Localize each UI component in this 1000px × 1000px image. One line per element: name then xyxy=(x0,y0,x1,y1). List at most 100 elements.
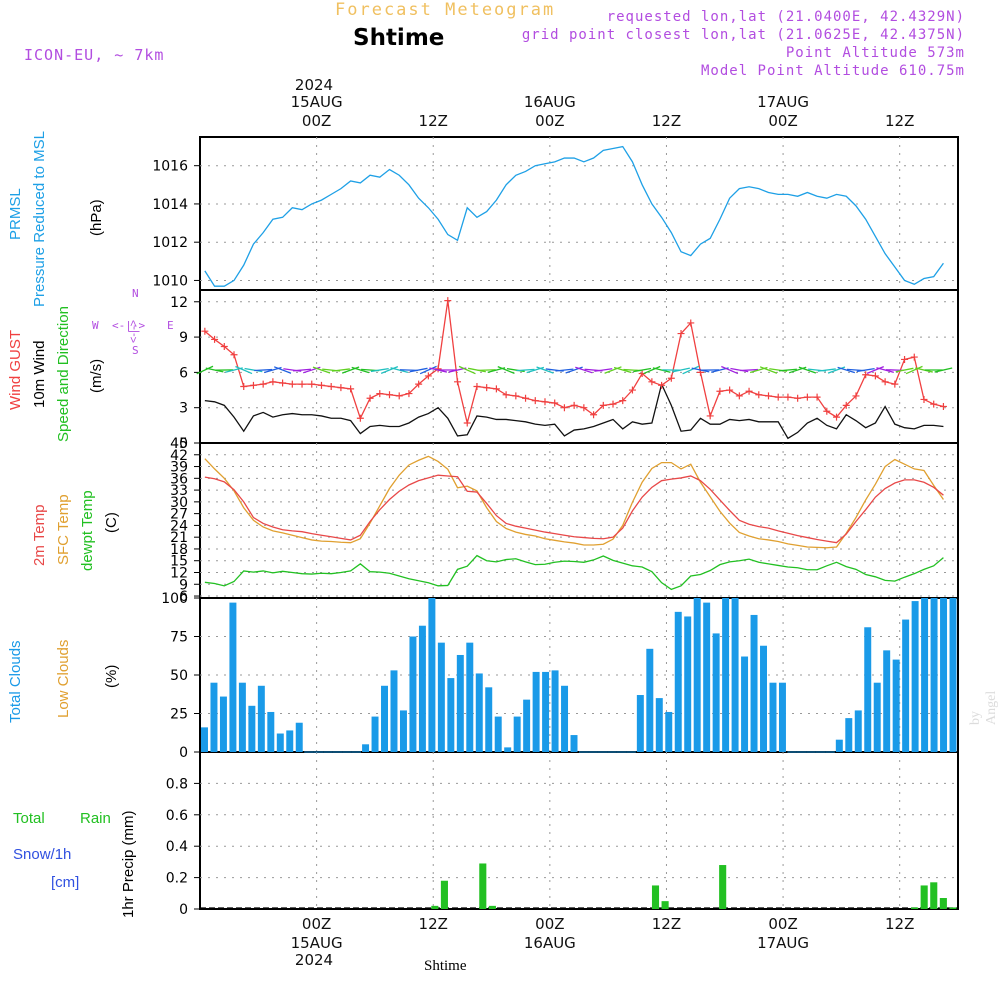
wind-dir-arrow xyxy=(759,366,778,374)
wind-dir-arrow xyxy=(837,366,856,374)
wind-gust-marker xyxy=(395,392,403,400)
ytick-label-temp: 15 xyxy=(170,554,188,570)
wind-gust-marker xyxy=(599,401,607,409)
wind-gust-marker xyxy=(337,384,345,392)
wind-dir-arrow xyxy=(497,366,515,375)
cloud-bar xyxy=(902,619,910,752)
ytick-label-clouds: 0 xyxy=(179,745,188,761)
cloud-bar xyxy=(845,718,853,752)
temp-sfc-line xyxy=(204,455,944,549)
cloud-bar xyxy=(494,716,502,752)
wind-dir-arrow xyxy=(536,366,554,374)
wind-gust-marker xyxy=(726,386,734,394)
cloud-bar xyxy=(636,695,644,752)
wind-dir-arrow xyxy=(934,367,953,373)
wind-gust-marker xyxy=(240,383,248,391)
precip-bar xyxy=(930,882,938,909)
wind-gust-marker xyxy=(522,394,530,402)
wind-gust-marker xyxy=(220,342,228,350)
wind-dir-arrow xyxy=(409,367,428,373)
wind-gust-marker xyxy=(570,401,578,409)
wind-dir-arrow xyxy=(652,367,671,373)
cloud-bar xyxy=(854,710,862,752)
wind-gust-marker xyxy=(794,394,802,402)
ytick-label-temp: 39 xyxy=(170,460,188,476)
cloud-bar xyxy=(731,598,739,752)
top-hour-label: 00Z xyxy=(535,112,565,130)
bottom-station-label: Shtime xyxy=(424,958,467,974)
panel-frame-precip xyxy=(199,751,959,910)
cloud-bar xyxy=(655,698,663,752)
wind-dir-arrow xyxy=(331,368,350,372)
ytick-label-temp: 21 xyxy=(170,530,188,546)
wind-gust-marker xyxy=(512,392,520,400)
top-hour-label: 12Z xyxy=(418,112,448,130)
wind-gust-marker xyxy=(823,407,831,415)
precip-snow-label: Snow/1h xyxy=(13,846,72,863)
cloud-bar xyxy=(750,614,758,752)
precip-bar xyxy=(488,905,496,909)
ytick-label-wind: 9 xyxy=(179,330,188,346)
cloud-bar xyxy=(684,616,692,752)
cloud-bar xyxy=(542,671,550,752)
cloud-bar xyxy=(475,673,483,752)
cloud-bar xyxy=(646,648,654,752)
wind-dir-arrow xyxy=(341,366,360,374)
cloud-bar xyxy=(930,598,938,752)
cloud-bar xyxy=(864,627,872,752)
precip-bar xyxy=(431,905,439,909)
cloud-bar xyxy=(276,733,284,752)
cloud-bar xyxy=(570,735,578,752)
wind-dir-arrow xyxy=(370,367,389,373)
wind-dir-arrow xyxy=(798,366,817,374)
wind-dir-arrow xyxy=(613,366,632,374)
wind-dir-arrow xyxy=(594,368,613,372)
wind-gust-marker xyxy=(249,381,257,389)
cloud-bar xyxy=(390,670,398,752)
wind-dir-arrow xyxy=(915,367,933,373)
wind-gust-marker xyxy=(298,380,306,388)
top-date-label: 16AUG xyxy=(523,93,576,111)
cloud-bar xyxy=(911,601,919,752)
wind-gust-marker xyxy=(677,330,685,338)
wind-gust-marker xyxy=(551,399,559,407)
cloud-bar xyxy=(551,670,559,752)
wind-gust-marker xyxy=(531,397,539,405)
cloud-bar xyxy=(523,699,531,752)
wind-gust-marker xyxy=(920,395,928,403)
ytick-label-pressure: 1010 xyxy=(152,273,188,289)
bottom-date-label: 17AUG xyxy=(757,934,810,952)
bottom-year-label: 2024 xyxy=(294,951,334,969)
wind-gust-marker xyxy=(862,371,870,379)
ytick-label-temp: 33 xyxy=(170,483,188,499)
wind-dir-arrow xyxy=(827,366,846,374)
cloud-bar xyxy=(921,598,929,752)
wind-gust-marker xyxy=(871,372,879,380)
wind-dir-arrow xyxy=(633,367,652,373)
wind-gust-marker xyxy=(327,383,335,391)
ytick-label-temp: 24 xyxy=(170,518,188,534)
wind-dir-arrow xyxy=(604,366,622,374)
wind-gust-marker xyxy=(852,392,860,400)
panel-frame-wind xyxy=(199,289,959,444)
cloud-bar xyxy=(769,682,777,752)
precip-bar xyxy=(651,885,660,909)
wind-gust-marker xyxy=(687,319,695,327)
precip-bar xyxy=(719,865,727,909)
ytick-label-wind: 6 xyxy=(179,365,188,381)
ytick-label-temp: 36 xyxy=(170,471,188,487)
wind-dir-arrow xyxy=(817,368,836,372)
precip-bar xyxy=(949,907,957,909)
wind-gust-marker xyxy=(463,419,471,427)
wind-dir-arrow xyxy=(876,367,894,373)
cloud-bar xyxy=(883,650,891,752)
wind-gust-marker xyxy=(211,335,219,343)
cloud-bar xyxy=(362,744,370,752)
cloud-bar xyxy=(295,722,303,752)
wind-gust-marker xyxy=(930,400,938,408)
wind-dir-arrow xyxy=(866,366,884,375)
ytick-label-precip: 0.8 xyxy=(166,776,188,792)
cloud-bar xyxy=(778,682,786,752)
wind-gust-marker xyxy=(454,378,462,386)
